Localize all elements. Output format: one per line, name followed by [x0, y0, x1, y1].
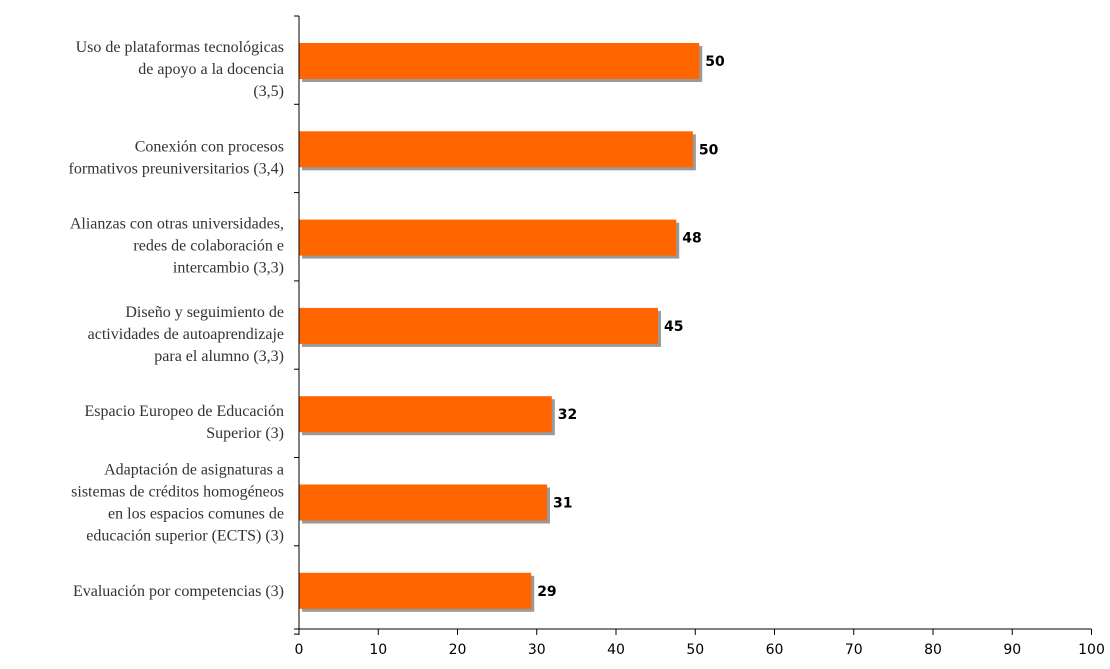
value-labels: 50 50 48 45 32 31 29	[537, 54, 725, 600]
x-tick-label: 80	[924, 642, 942, 658]
category-label: Espacio Europeo de Educación Superior (3)	[85, 403, 284, 442]
category-label-line: (3,5)	[253, 83, 284, 100]
category-label: Evaluación por competencias (3)	[73, 583, 284, 600]
value-label: 45	[664, 319, 683, 335]
category-label: Conexión con procesos formativos preunive…	[69, 138, 285, 177]
category-label-line: Conexión con procesos	[135, 138, 284, 155]
x-tick-label: 40	[607, 642, 625, 658]
value-label: 29	[537, 584, 556, 600]
category-label-line: formativos preuniversitarios (3,4)	[69, 160, 285, 177]
x-tick-label: 50	[686, 642, 704, 658]
bar	[299, 396, 552, 433]
bar	[299, 43, 700, 79]
value-label: 32	[558, 407, 577, 423]
category-label-line: Espacio Europeo de Educación	[85, 403, 284, 420]
category-label: Uso de plataformas tecnológicas de apoyo …	[76, 39, 284, 100]
category-label-line: Adaptación de asignaturas a	[104, 462, 284, 479]
x-tick-label: 90	[1003, 642, 1021, 658]
category-label-line: Alianzas con otras universidades,	[70, 216, 284, 233]
x-tick-label: 70	[845, 642, 863, 658]
category-label-line: de apoyo a la docencia	[138, 61, 284, 78]
bar	[299, 307, 659, 344]
x-tick-label: 60	[766, 642, 784, 658]
x-tick-label: 10	[369, 642, 387, 658]
category-label: Adaptación de asignaturas a sistemas de c…	[71, 462, 284, 545]
category-labels: Uso de plataformas tecnológicas de apoyo …	[69, 39, 285, 600]
axes	[294, 15, 1092, 635]
category-label-line: Evaluación por competencias (3)	[73, 583, 284, 600]
x-tick-label: 100	[1078, 642, 1105, 658]
category-label-line: Diseño y seguimiento de	[125, 304, 284, 321]
x-tick-label: 0	[295, 642, 304, 658]
category-label-line: Superior (3)	[206, 425, 284, 442]
category-label-line: Uso de plataformas tecnológicas	[76, 39, 284, 56]
x-tick-labels: 0 10 20 30 40 50 60 70 80 90 100	[295, 642, 1105, 658]
bar	[299, 219, 677, 256]
category-label-line: para el alumno (3,3)	[154, 348, 284, 365]
category-label-line: intercambio (3,3)	[173, 260, 284, 277]
value-label: 31	[553, 496, 572, 512]
category-label-line: sistemas de créditos homogéneos	[71, 484, 284, 501]
value-label: 48	[682, 231, 701, 247]
category-label: Alianzas con otras universidades, redes d…	[70, 216, 284, 277]
bar	[299, 572, 532, 609]
bar	[299, 484, 548, 521]
value-label: 50	[705, 54, 725, 70]
category-label-line: educación superior (ECTS) (3)	[86, 528, 284, 545]
category-label-line: actividades de autoaprendizaje	[88, 326, 284, 343]
x-tick-label: 20	[449, 642, 467, 658]
bar	[299, 131, 693, 168]
category-label-line: redes de colaboración e	[133, 238, 284, 255]
x-tick-label: 30	[528, 642, 546, 658]
value-label: 50	[699, 142, 719, 158]
category-label: Diseño y seguimiento de actividades de au…	[88, 304, 284, 365]
category-label-line: en los espacios comunes de	[108, 506, 284, 523]
bars	[299, 43, 700, 609]
